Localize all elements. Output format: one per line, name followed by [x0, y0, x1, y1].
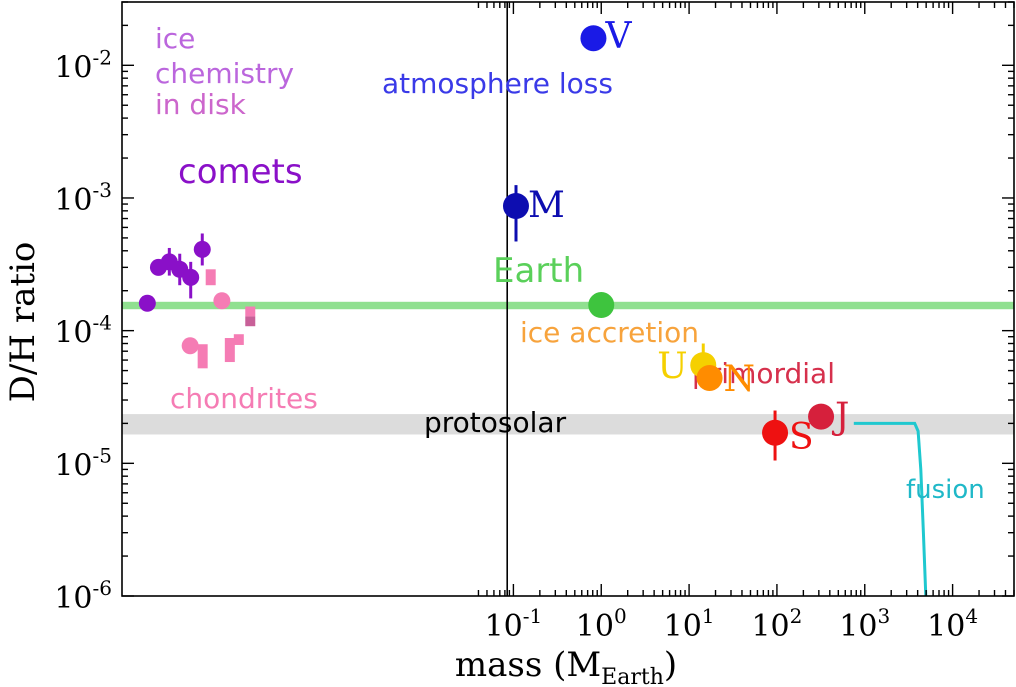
planet-point [580, 25, 607, 52]
x-tick-base: 10 [839, 609, 877, 644]
ice-chemistry-label-line1: ice [155, 22, 195, 55]
chondrite-bar [233, 334, 244, 345]
y-tick-base: 10 [54, 183, 92, 218]
chondrite-bar [245, 316, 256, 327]
ice-chemistry-label-line2: chemistry [155, 57, 294, 90]
x-tick-label: 10-1 [485, 604, 543, 644]
band-protosolar [122, 414, 1014, 435]
fusion-curve [853, 421, 928, 597]
y-tick-base: 10 [54, 50, 92, 85]
x-tick-base: 10 [751, 609, 789, 644]
chondrite-bar [224, 338, 235, 363]
comet-point [193, 240, 211, 258]
x-tick-base: 10 [576, 609, 614, 644]
x-tick-base: 10 [664, 609, 702, 644]
chondrite-bar [205, 269, 216, 286]
planet-point [588, 292, 615, 319]
x-tick-exponent: 0 [614, 604, 627, 628]
y-tick-label: 10-4 [54, 311, 112, 351]
comet-point [182, 268, 200, 286]
plot-frame [121, 1, 1015, 597]
x-tick-label: 104 [927, 604, 978, 644]
atmosphere-loss-label: atmosphere loss [382, 67, 613, 100]
y-tick-base: 10 [54, 448, 92, 483]
x-tick-base: 10 [485, 609, 523, 644]
x-axis-title-sub: Earth [601, 665, 664, 687]
planet-point [502, 193, 529, 220]
y-tick-label: 10-6 [54, 576, 112, 616]
chondrite-point [181, 337, 199, 355]
x-axis-title-close: ) [664, 645, 677, 685]
y-tick-exponent: -3 [93, 178, 112, 202]
x-tick-exponent: 2 [790, 604, 803, 628]
y-tick-exponent: -4 [93, 311, 112, 335]
x-tick-exponent: -1 [523, 604, 542, 628]
planet-label: N [724, 359, 756, 400]
x-tick-exponent: 1 [702, 604, 715, 628]
planet-point [762, 419, 789, 446]
protosolar-label: protosolar [424, 406, 567, 439]
x-tick-base: 10 [927, 609, 965, 644]
ice-accretion-label: ice accretion [520, 316, 699, 349]
chondrite-bar [197, 344, 208, 369]
chondrite-layer [181, 269, 256, 369]
x-tick-exponent: 3 [877, 604, 890, 628]
x-axis-title-main: mass (M [455, 645, 601, 685]
planet-label: S [789, 417, 814, 458]
x-tick-exponent: 4 [965, 604, 978, 628]
x-axis-title: mass (MEarth) [455, 645, 677, 687]
fusion-label: fusion [906, 475, 985, 505]
y-tick-label: 10-3 [54, 178, 112, 218]
planet-label: M [528, 185, 565, 226]
y-tick-label: 10-2 [54, 45, 112, 85]
planet-point [696, 364, 723, 391]
comet-layer [138, 233, 211, 312]
y-axis-title: D/H ratio [3, 242, 43, 403]
planet-label: V [604, 16, 632, 57]
chondrites-label: chondrites [170, 382, 318, 415]
band-earth [122, 301, 1014, 310]
y-tick-label: 10-5 [54, 443, 112, 483]
y-tick-base: 10 [54, 316, 92, 351]
planet-label: J [831, 397, 849, 438]
y-tick-exponent: -6 [93, 576, 112, 600]
earth-label: Earth [493, 251, 584, 291]
chondrite-bar [245, 306, 256, 317]
y-tick-base: 10 [54, 581, 92, 616]
comets-label: comets [178, 152, 303, 192]
bands-layer [122, 301, 1014, 435]
x-tick-label: 101 [664, 604, 715, 644]
chondrite-point [213, 292, 231, 310]
x-tick-label: 102 [751, 604, 802, 644]
planet-point [808, 403, 835, 430]
comet-point [138, 294, 156, 312]
x-tick-label: 103 [839, 604, 890, 644]
x-tick-label: 100 [576, 604, 627, 644]
planet-label: U [657, 346, 687, 387]
y-tick-exponent: -5 [93, 443, 112, 467]
planet-layer: V M U NS J [502, 16, 849, 461]
ice-chemistry-label-line3: in disk [155, 88, 247, 121]
y-tick-exponent: -2 [93, 45, 112, 69]
